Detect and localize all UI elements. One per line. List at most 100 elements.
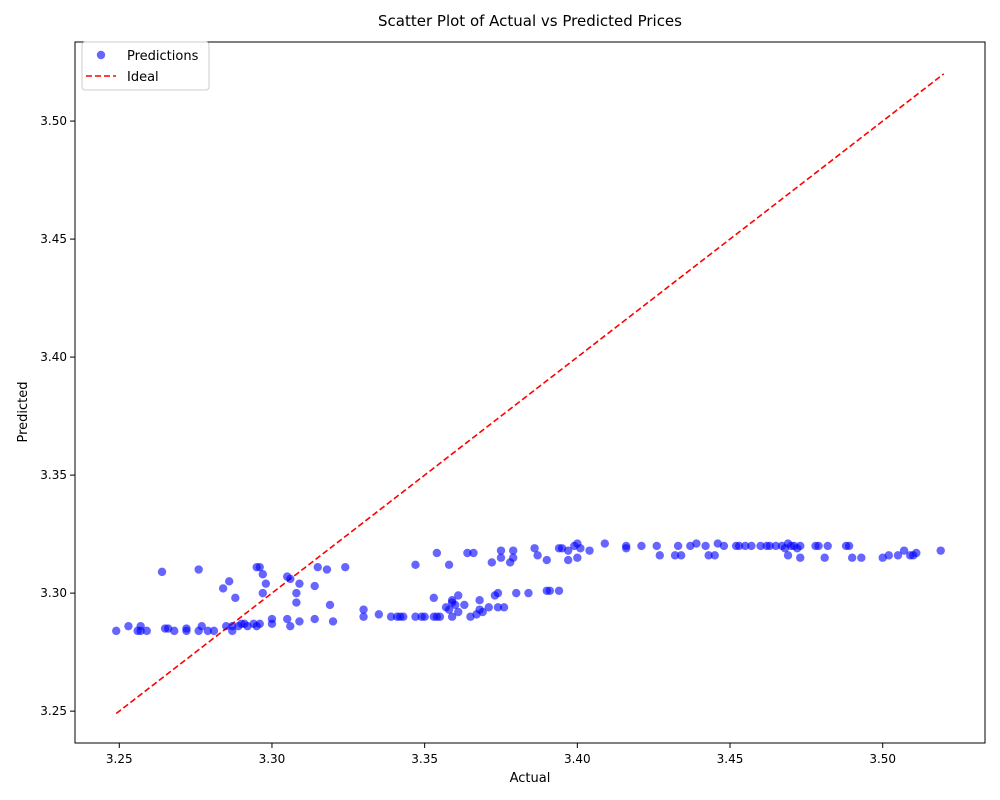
- scatter-point: [258, 570, 268, 579]
- scatter-point: [747, 541, 756, 551]
- scatter-point: [554, 586, 564, 595]
- scatter-point: [322, 565, 332, 574]
- scatter-point: [899, 546, 909, 555]
- scatter-point: [796, 541, 805, 551]
- scatter-point: [509, 553, 518, 562]
- legend-box: [81, 41, 210, 91]
- scatter-point: [893, 551, 903, 560]
- scatter-point: [460, 600, 469, 610]
- scatter-point: [542, 555, 551, 565]
- scatter-point: [719, 541, 729, 551]
- legend: Predictions Ideal: [81, 41, 210, 91]
- scatter-point: [585, 546, 594, 555]
- scatter-point: [796, 553, 805, 562]
- scatter-point: [765, 541, 774, 551]
- plot-area: [75, 42, 985, 743]
- scatter-point: [576, 544, 585, 553]
- scatter-point: [847, 553, 857, 562]
- scatter-point: [194, 565, 203, 574]
- legend-marker-predictions: [96, 50, 106, 60]
- scatter-point: [771, 541, 781, 551]
- scatter-point: [573, 553, 582, 562]
- legend-label-predictions: Predictions: [127, 49, 199, 64]
- scatter-point: [655, 551, 664, 560]
- scatter-point: [478, 607, 487, 617]
- y-tick-label: 3.50: [40, 114, 67, 128]
- scatter-point: [450, 600, 460, 610]
- scatter-point: [563, 546, 573, 555]
- scatter-point: [399, 612, 408, 621]
- x-tick-label: 3.50: [869, 752, 896, 766]
- scatter-point: [621, 544, 631, 553]
- scatter-point: [499, 603, 509, 612]
- x-axis-title: Actual: [510, 771, 551, 786]
- scatter-point: [493, 603, 503, 612]
- points-layer: [112, 539, 945, 636]
- scatter-point: [496, 553, 506, 562]
- scatter-point: [420, 612, 429, 621]
- x-tick-label: 3.40: [564, 752, 591, 766]
- scatter-point: [310, 614, 319, 624]
- y-tick-label: 3.35: [40, 468, 67, 482]
- scatter-point: [225, 577, 234, 586]
- scatter-point: [545, 586, 555, 595]
- scatter-point: [530, 544, 539, 553]
- scatter-point: [209, 626, 219, 636]
- scatter-point: [487, 558, 497, 567]
- scatter-point: [820, 553, 829, 562]
- scatter-point: [255, 619, 264, 629]
- scatter-point: [469, 548, 478, 558]
- scatter-point: [857, 553, 866, 562]
- scatter-point: [884, 551, 894, 560]
- scatter-point: [676, 551, 686, 560]
- scatter-point: [704, 551, 713, 560]
- scatter-point: [652, 541, 661, 551]
- scatter-point: [182, 626, 191, 636]
- x-tick-label: 3.25: [106, 752, 133, 766]
- scatter-point: [484, 603, 493, 612]
- scatter-point: [295, 617, 304, 626]
- scatter-point: [454, 607, 463, 617]
- scatter-point: [267, 619, 277, 629]
- scatter-point: [936, 546, 945, 555]
- scatter-point: [341, 562, 350, 572]
- scatter-point: [221, 621, 231, 631]
- scatter-point: [692, 539, 701, 548]
- scatter-point: [170, 626, 179, 636]
- y-tick-label: 3.25: [40, 704, 67, 718]
- scatter-point: [325, 600, 335, 610]
- scatter-point: [112, 626, 121, 636]
- ideal-line: [115, 73, 945, 715]
- scatter-point: [261, 579, 271, 588]
- scatter-point: [447, 612, 457, 621]
- scatter-point: [673, 541, 683, 551]
- scatter-point: [310, 581, 319, 591]
- scatter-point: [411, 612, 420, 621]
- y-axis-title: Predicted: [16, 381, 31, 442]
- scatter-point: [823, 541, 832, 551]
- scatter-point: [136, 621, 145, 631]
- scatter-point: [844, 541, 854, 551]
- scatter-point: [432, 548, 442, 558]
- chart-title: Scatter Plot of Actual vs Predicted Pric…: [378, 12, 682, 30]
- scatter-point: [512, 588, 521, 598]
- scatter-point: [493, 588, 503, 598]
- scatter-point: [255, 562, 264, 572]
- scatter-point: [231, 593, 240, 603]
- scatter-point: [313, 562, 322, 572]
- scatter-point: [218, 584, 228, 593]
- scatter-point: [756, 541, 765, 551]
- scatter-point: [197, 621, 206, 631]
- scatter-point: [435, 612, 445, 621]
- scatter-point: [463, 548, 472, 558]
- scatter-point: [454, 591, 463, 600]
- y-tick-label: 3.45: [40, 232, 67, 246]
- scatter-point: [814, 541, 823, 551]
- scatter-point: [292, 598, 301, 607]
- ideal-line-layer: [115, 73, 945, 715]
- scatter-point: [157, 567, 167, 577]
- scatter-point: [524, 588, 533, 598]
- scatter-point: [701, 541, 710, 551]
- scatter-point: [386, 612, 396, 621]
